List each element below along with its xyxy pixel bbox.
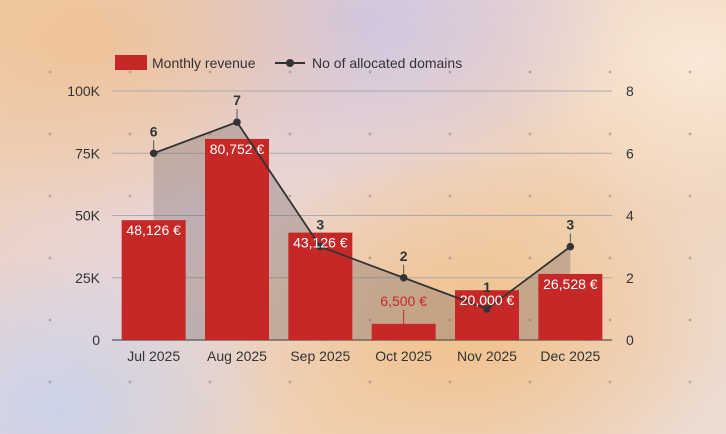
background-dot bbox=[48, 194, 52, 198]
y-left-tick-label: 100K bbox=[67, 83, 100, 99]
background-dot bbox=[608, 70, 612, 74]
background-dot bbox=[208, 380, 212, 384]
background-dot bbox=[608, 380, 612, 384]
domains-data-label: 2 bbox=[400, 248, 408, 264]
domains-data-label: 3 bbox=[316, 217, 324, 233]
y-right-tick-label: 8 bbox=[626, 83, 634, 99]
background-dot bbox=[448, 132, 452, 136]
background-dot bbox=[528, 318, 532, 322]
background-dot bbox=[128, 70, 132, 74]
background-dot bbox=[48, 132, 52, 136]
background-dot bbox=[288, 380, 292, 384]
background-dot bbox=[368, 132, 372, 136]
domains-data-label: 6 bbox=[150, 123, 158, 139]
background-dot bbox=[688, 256, 692, 260]
background-dot bbox=[688, 70, 692, 74]
y-right-tick-label: 4 bbox=[626, 208, 634, 224]
background-dot bbox=[288, 194, 292, 198]
background-dot bbox=[368, 318, 372, 322]
background-dot bbox=[288, 70, 292, 74]
background-dot bbox=[48, 256, 52, 260]
background-dot bbox=[448, 318, 452, 322]
background-dot bbox=[128, 132, 132, 136]
axis-labels: 0 25K 50K 75K 100K 0 2 4 6 8 Jul 2025 Aug 2025 Sep 2… bbox=[67, 83, 634, 364]
background-dot bbox=[688, 380, 692, 384]
background-dot bbox=[528, 70, 532, 74]
background-dot bbox=[368, 70, 372, 74]
domains-point bbox=[149, 149, 158, 158]
background-dot bbox=[448, 70, 452, 74]
background-dot bbox=[128, 380, 132, 384]
background-dot bbox=[608, 318, 612, 322]
revenue-data-label: 6,500 € bbox=[380, 293, 427, 309]
x-category-label: Sep 2025 bbox=[290, 348, 350, 364]
background-dot bbox=[368, 194, 372, 198]
x-category-label: Jul 2025 bbox=[127, 348, 180, 364]
background-dot bbox=[528, 380, 532, 384]
background-dot bbox=[688, 132, 692, 136]
background-dot bbox=[48, 70, 52, 74]
revenue-data-label: 48,126 € bbox=[126, 222, 181, 238]
x-category-label: Aug 2025 bbox=[207, 348, 267, 364]
revenue-data-label: 26,528 € bbox=[543, 276, 598, 292]
domains-point bbox=[316, 242, 325, 251]
y-left-tick-label: 0 bbox=[92, 332, 100, 348]
y-right-tick-label: 6 bbox=[626, 145, 634, 161]
background-dot bbox=[448, 194, 452, 198]
revenue-data-label: 80,752 € bbox=[210, 141, 265, 157]
y-left-tick-label: 75K bbox=[75, 145, 101, 161]
x-category-label: Nov 2025 bbox=[457, 348, 517, 364]
legend-label-revenue: Monthly revenue bbox=[152, 55, 256, 71]
domains-polyline bbox=[153, 121, 571, 310]
background-dot bbox=[48, 318, 52, 322]
background-dot bbox=[128, 194, 132, 198]
domains-point bbox=[566, 242, 575, 251]
background-dot bbox=[48, 380, 52, 384]
legend-swatch-revenue bbox=[115, 55, 147, 70]
domains-line bbox=[149, 118, 575, 313]
background-dot bbox=[608, 132, 612, 136]
revenue-bar bbox=[371, 323, 436, 340]
revenue-bar bbox=[288, 232, 353, 340]
revenue-bar bbox=[205, 138, 269, 340]
legend-swatch-domains-marker bbox=[286, 59, 294, 67]
domains-data-label: 7 bbox=[233, 92, 241, 108]
background-dot bbox=[528, 256, 532, 260]
background-dot bbox=[288, 132, 292, 136]
background-dot bbox=[368, 256, 372, 260]
background-dot bbox=[208, 70, 212, 74]
legend-label-domains: No of allocated domains bbox=[312, 55, 462, 71]
x-category-label: Oct 2025 bbox=[375, 348, 432, 364]
domains-point bbox=[233, 118, 241, 126]
domains-data-label: 1 bbox=[483, 279, 491, 295]
domains-data-label: 3 bbox=[566, 217, 574, 233]
domains-point bbox=[399, 273, 408, 282]
revenue-bar bbox=[121, 220, 186, 340]
background-dot bbox=[448, 380, 452, 384]
background-dot bbox=[688, 194, 692, 198]
x-category-label: Dec 2025 bbox=[540, 348, 600, 364]
y-left-tick-label: 25K bbox=[75, 270, 101, 286]
y-right-tick-label: 0 bbox=[626, 332, 634, 348]
data-labels: 48,126 €80,752 €43,126 €6,500 €20,000 €2… bbox=[126, 92, 598, 324]
y-left-tick-label: 50K bbox=[75, 208, 101, 224]
background-dot bbox=[608, 256, 612, 260]
background-dot bbox=[688, 318, 692, 322]
background-dot bbox=[608, 194, 612, 198]
y-right-tick-label: 2 bbox=[626, 270, 634, 286]
background-dot bbox=[528, 194, 532, 198]
domains-point bbox=[483, 305, 491, 313]
legend: Monthly revenue No of allocated domains bbox=[115, 55, 462, 71]
background-dot bbox=[528, 132, 532, 136]
background-dot bbox=[448, 256, 452, 260]
revenue-bar bbox=[538, 273, 603, 340]
revenue-bars bbox=[121, 138, 603, 340]
background-dot bbox=[368, 380, 372, 384]
